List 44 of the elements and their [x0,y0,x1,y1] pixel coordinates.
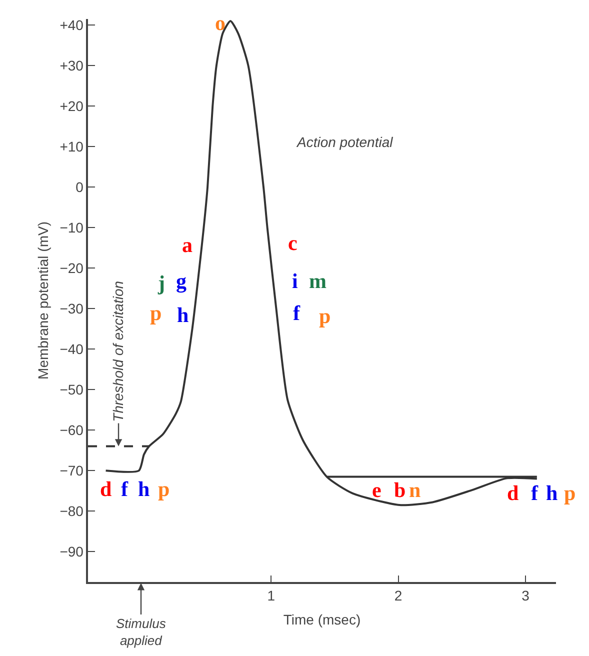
y-axis-title: Membrane potential (mV) [34,222,51,380]
annotation: g [176,269,187,293]
annotation: j [157,271,165,295]
annotation: h [138,477,150,501]
y-tick-label: −70 [60,462,84,479]
text: p [564,481,576,505]
y-tick-label: −30 [60,300,84,316]
annotation: f [293,301,301,325]
x-tick-label: 1 [267,588,276,604]
annotation: a [182,233,193,257]
annotation: f [121,477,129,501]
annotation: Action potential [296,134,394,150]
y-tick-label: −50 [60,382,84,398]
y-tick-label: +10 [60,138,84,154]
annotation: d [507,481,519,505]
y-tick-label: 0 [76,178,84,195]
annotation: o [215,11,226,35]
y-tick-label: −10 [60,219,84,236]
annotation: c [288,231,298,255]
text: Stimulus applied [116,616,166,648]
annotation: b [394,478,406,502]
annotation: p [150,301,162,325]
y-tick-label: −80 [60,503,84,520]
annotation: h [546,481,558,505]
y-tick-label: −60 [60,422,84,438]
annotation: f [531,481,539,505]
annotation: p [319,304,331,328]
y-tick-label: −20 [60,260,84,276]
y-tick-label: +40 [60,16,84,33]
y-tick-label: +30 [60,57,84,74]
annotation: m [309,269,327,293]
annotation: d [100,477,112,501]
x-tick-label: 3 [522,588,530,604]
y-tick-label: −90 [60,544,84,560]
y-tick-label: +20 [60,98,84,114]
annotation: e [372,478,382,502]
annotation: Threshold of excitation [110,280,126,422]
annotation: i [292,269,298,293]
y-tick-label: −40 [60,341,84,357]
x-tick-label: 2 [394,588,402,604]
annotation: p [158,477,170,501]
annotation: n [409,478,421,502]
annotation: h [177,303,189,327]
x-axis-title: Time (msec) [283,611,361,628]
